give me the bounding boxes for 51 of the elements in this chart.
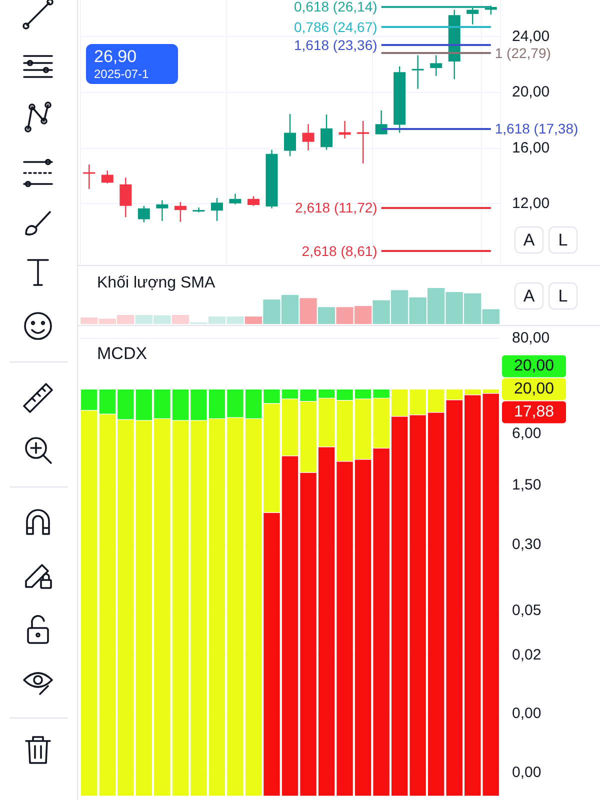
chart-title: Khối lượng SMA	[97, 274, 216, 292]
candlestick	[247, 196, 260, 206]
candlestick	[466, 6, 479, 26]
ref-line-label: 1 (22,79)	[494, 45, 551, 62]
y-tick-label: 0,30	[512, 536, 542, 553]
y-tick-label: 0,00	[512, 764, 542, 782]
candlestick	[229, 193, 242, 205]
bar	[318, 307, 336, 324]
y-tick-label: 0,05	[512, 602, 542, 620]
annotation: 2025-07-1	[94, 67, 150, 81]
candlestick	[83, 164, 96, 190]
candlestick	[302, 124, 314, 152]
candlestick	[192, 206, 205, 213]
chart-title: MCDX	[97, 344, 148, 363]
candlestick	[210, 197, 223, 222]
text: L	[558, 230, 568, 250]
ref-line-label: 1,618 (23,36)	[294, 37, 378, 54]
y-tick-label: 0,00	[512, 704, 542, 722]
text: A	[523, 230, 536, 250]
y-tick-label: 6,00	[512, 425, 542, 442]
candlestick	[357, 120, 370, 164]
y-tick-label: 1,50	[512, 476, 542, 494]
candlestick	[101, 170, 114, 184]
candlestick	[120, 177, 132, 218]
ref-line-label: 1,618 (17,38)	[494, 120, 578, 137]
y-tick-label: 0,02	[512, 646, 542, 664]
y-tick-label: 12,00	[512, 195, 550, 212]
candlestick	[320, 114, 333, 150]
ref-line-label: 2,618 (8,61)	[302, 242, 378, 259]
candlestick	[430, 54, 442, 77]
candlestick	[412, 54, 424, 90]
candlestick	[156, 200, 168, 222]
bar	[244, 316, 262, 324]
ref-line-label: 2,618 (11,72)	[295, 200, 378, 216]
candlestick	[375, 110, 388, 135]
annotation: 26,90	[94, 47, 137, 66]
text: 17,88	[514, 404, 554, 421]
ref-line-label: 0,618 (26,14)	[294, 0, 378, 14]
bar	[300, 298, 317, 324]
y-tick-label: 16,00	[512, 139, 550, 156]
ref-line-label: 0,786 (24,67)	[294, 18, 378, 35]
candlestick	[174, 201, 186, 223]
candlestick	[284, 113, 296, 157]
text: A	[523, 286, 536, 306]
candlestick	[138, 205, 150, 223]
y-tick-label: 80,00	[512, 330, 550, 346]
text: L	[558, 286, 568, 306]
y-tick-label: 20,00	[512, 84, 550, 101]
candlestick	[338, 120, 351, 140]
y-tick-label: 24,00	[512, 28, 550, 45]
bar	[172, 315, 190, 324]
